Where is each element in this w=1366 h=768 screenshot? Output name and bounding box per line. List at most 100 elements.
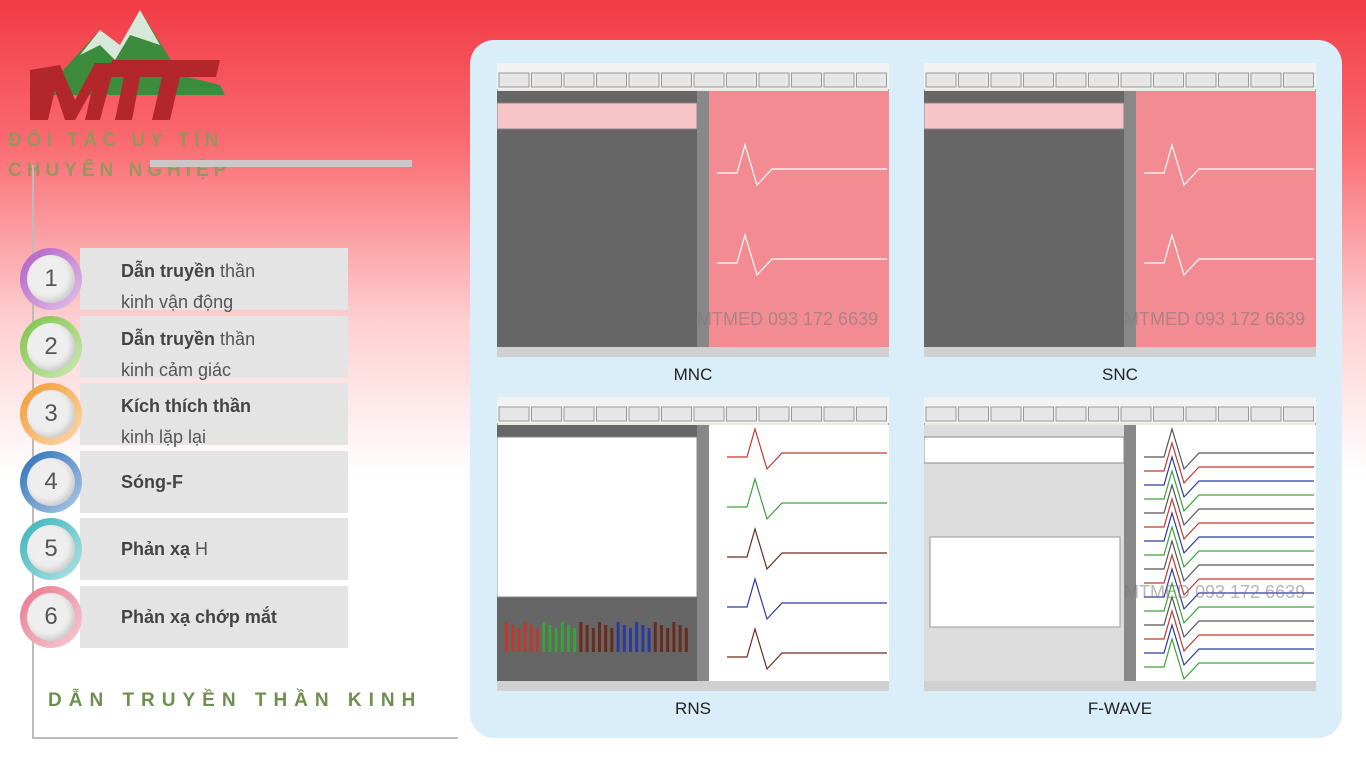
number: 6 [27, 592, 75, 641]
bar [573, 628, 577, 652]
label-line2: kinh cảm giác [121, 359, 232, 380]
menu-item: 1 Dẫn truyền thần kinh vận động [20, 248, 348, 312]
label: Phản xạ H [121, 534, 208, 565]
toolbar-button [1088, 72, 1119, 88]
status-bar [497, 681, 889, 691]
bar [629, 628, 632, 652]
menu-item: 4 Sóng-F [20, 450, 348, 513]
label: Sóng-F [121, 467, 183, 498]
trace [727, 526, 887, 571]
bar [560, 622, 564, 652]
toolbar-button [856, 406, 887, 422]
bar [567, 625, 570, 652]
bar [598, 622, 601, 652]
trace [1144, 524, 1314, 569]
number: 4 [27, 457, 75, 506]
trace [727, 476, 887, 521]
toolbar-button [925, 406, 957, 422]
toolbar-button [693, 406, 725, 422]
screenshot [497, 63, 889, 357]
menu-item: 2 Dẫn truyền thần kinh cảm giác [20, 315, 348, 380]
trace [1144, 552, 1314, 597]
bar [523, 622, 527, 652]
bar [554, 628, 558, 652]
toolbar-button [498, 72, 530, 88]
trace [1144, 594, 1314, 639]
label: Dẫn truyền thần kinh cảm giác [121, 324, 255, 386]
number: 2 [27, 322, 75, 371]
toolbar-button [726, 406, 757, 422]
toolbar-button [1185, 72, 1217, 88]
trace [717, 142, 887, 187]
data-pane [497, 91, 697, 347]
toolbar-button [958, 72, 989, 88]
toolbar-button [823, 406, 855, 422]
toolbar-button [1153, 406, 1184, 422]
label-regular: H [195, 539, 209, 559]
toolbar-button [1250, 72, 1282, 88]
bar [591, 628, 595, 652]
trace [1144, 510, 1314, 555]
trace [1144, 566, 1314, 611]
bar [542, 622, 546, 652]
trace [1144, 468, 1314, 513]
data-table [497, 102, 698, 130]
toolbar-button [628, 406, 660, 422]
toolbar-button [958, 406, 989, 422]
label: Kích thích thần kinh lặp lại [121, 391, 251, 453]
toolbar-button [990, 72, 1022, 88]
toolbar-button [1088, 406, 1119, 422]
toolbar-button [693, 72, 725, 88]
bar [585, 625, 589, 652]
toolbar-button [1218, 406, 1249, 422]
watermark: MTMED 093 172 6639 [1124, 582, 1306, 602]
menu-item: 3 Kích thích thần kinh lặp lại [20, 383, 348, 447]
trace-pane [1136, 91, 1316, 347]
label-line2: kinh vận động [121, 292, 234, 312]
status-bar [497, 347, 889, 357]
toolbar-button [661, 72, 692, 88]
watermark: MTMED 093 172 6639 [1124, 309, 1306, 329]
toolbar-button [628, 72, 660, 88]
card [80, 518, 348, 580]
bar [511, 625, 515, 652]
tagline: ĐỐI TÁC UY TÍN [8, 130, 224, 151]
bar [517, 628, 521, 652]
toolbar-button [563, 406, 595, 422]
label-bold: Phản xạ chớp mắt [121, 606, 277, 627]
logo [30, 10, 225, 120]
trace [1144, 426, 1314, 471]
toolbar-button [1023, 406, 1054, 422]
trace [1144, 622, 1314, 667]
bar [616, 622, 620, 652]
bar [672, 622, 676, 652]
number: 3 [27, 390, 75, 438]
card [80, 383, 348, 445]
toolbar-button [661, 406, 692, 422]
trace [1144, 142, 1314, 187]
menu-item: 6 Phản xạ chớp mắt [20, 585, 348, 648]
trace-box [929, 536, 1121, 628]
caption: RNS [675, 699, 711, 718]
label-bold: Dẫn truyền [121, 261, 216, 281]
trace [727, 576, 887, 621]
toolbar-button [1153, 72, 1184, 88]
trace [1144, 608, 1314, 653]
bar [647, 628, 651, 652]
bar [505, 622, 508, 652]
toolbar-button [1023, 72, 1054, 88]
card [80, 248, 348, 310]
toolbar-button [596, 406, 627, 422]
toolbar-button [1283, 406, 1314, 422]
number: 5 [27, 525, 75, 573]
watermark: MTMED 093 172 6639 [697, 309, 879, 329]
label: Phản xạ chớp mắt [121, 602, 277, 633]
screenshot [924, 397, 1316, 691]
bar [678, 625, 682, 652]
toolbar-button [758, 72, 790, 88]
menu-item: 5 Phản xạ H [20, 518, 348, 580]
toolbar-button [531, 72, 562, 88]
bar [536, 628, 539, 652]
data-table [497, 436, 698, 598]
